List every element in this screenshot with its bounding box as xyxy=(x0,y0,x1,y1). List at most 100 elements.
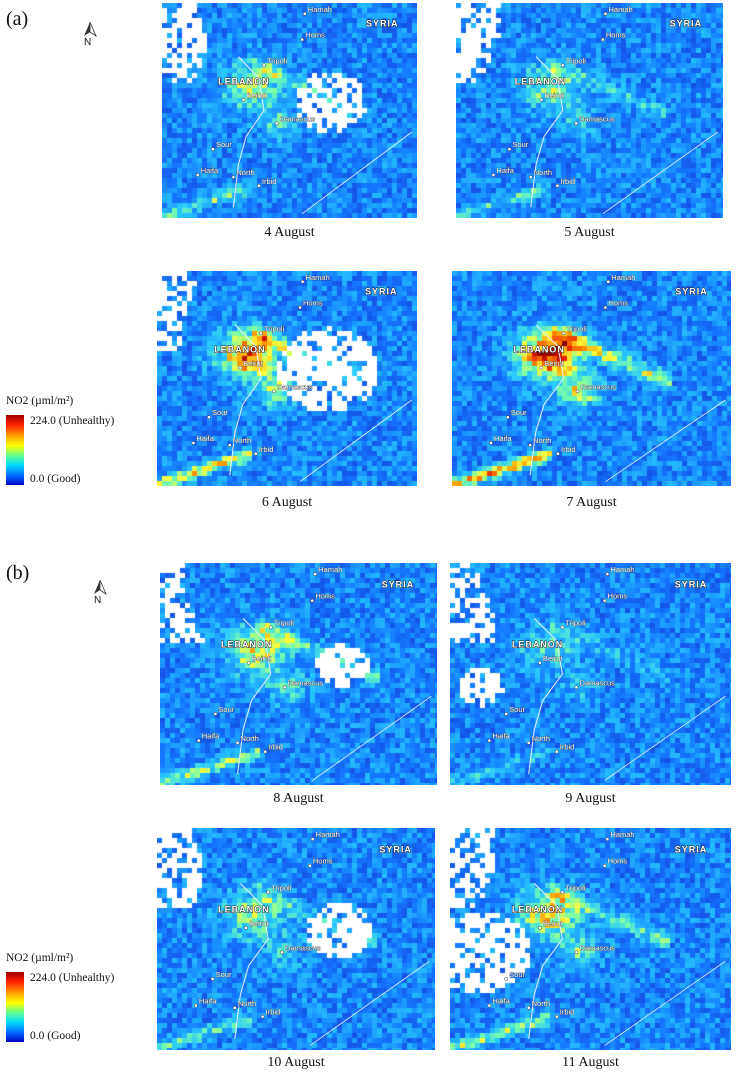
city-label: Sour xyxy=(511,408,527,417)
heatmap-raster xyxy=(160,563,437,785)
city-label: Hamah xyxy=(610,830,634,839)
city-marker xyxy=(605,572,610,576)
heatmap-raster xyxy=(452,271,731,486)
country-label-syria: SYRIA xyxy=(365,287,398,297)
map-caption: 8 August xyxy=(273,791,324,806)
city-marker xyxy=(554,749,559,754)
country-border xyxy=(602,131,718,215)
heatmap-raster xyxy=(162,3,417,218)
city-label: North xyxy=(241,734,259,743)
city-marker xyxy=(310,837,315,841)
city-marker xyxy=(602,598,607,603)
city-label: Haifa xyxy=(196,434,214,443)
no2-map-11-august: SYRIA LEBANON Hamah Homs Tripoli Beirut Damasc… xyxy=(450,828,731,1050)
map-overlay: SYRIA LEBANON Hamah Homs Tripoli Beirut Damasc… xyxy=(487,565,726,781)
north-arrow-icon: N xyxy=(80,22,100,50)
city-label: Hamah xyxy=(308,5,332,14)
city-marker xyxy=(560,625,565,630)
city-label: Tripoli xyxy=(565,883,585,892)
city-marker xyxy=(196,738,201,743)
no2-map-7-august: SYRIA LEBANON Hamah Homs Tripoli Beirut Damasc… xyxy=(452,271,731,486)
city-label: Sour xyxy=(512,140,528,149)
country-label-lebanon: LEBANON xyxy=(515,77,567,87)
city-marker xyxy=(606,279,611,284)
city-label: Damascus xyxy=(579,114,615,123)
map-overlay: SYRIA LEBANON Hamah Homs Tripoli Beirut Damasc… xyxy=(489,272,726,483)
city-label: Beirut xyxy=(543,919,564,928)
heatmap-raster xyxy=(450,828,731,1050)
city-label: Sour xyxy=(216,970,232,979)
city-label: Haifa xyxy=(202,732,220,741)
city-marker xyxy=(526,740,531,745)
city-marker xyxy=(538,926,542,930)
city-marker xyxy=(310,598,315,603)
legend-max-label: 224.0 (Unhealthy) xyxy=(30,415,115,427)
map-overlay: SYRIA LEBANON Hamah Homs Tripoli Beirut Damasc… xyxy=(191,272,413,483)
no2-map-5-august: SYRIA LEBANON Hamah Homs Tripoli Beirut Damasc… xyxy=(456,3,723,218)
panel-a-label: (a) xyxy=(6,8,29,30)
city-marker xyxy=(191,441,196,445)
city-marker xyxy=(238,365,243,370)
map-overlay: SYRIA LEBANON Hamah Homs Tripoli Beirut Damasc… xyxy=(487,830,726,1046)
city-label: Irbid xyxy=(560,1008,575,1017)
no2-map-4-august: SYRIA LEBANON Hamah Homs Tripoli Beirut Damasc… xyxy=(162,3,417,218)
country-label-syria: SYRIA xyxy=(379,844,412,854)
city-marker xyxy=(302,11,307,16)
city-marker xyxy=(282,685,287,690)
city-label: Homs xyxy=(608,857,628,866)
city-label: North xyxy=(236,168,254,177)
city-label: Tripoli xyxy=(565,618,585,627)
city-label: Sour xyxy=(216,140,232,149)
no2-map-6-august: SYRIA LEBANON Hamah Homs Tripoli Beirut Damasc… xyxy=(157,271,417,486)
city-label: Tripoli xyxy=(567,324,587,333)
country-label-lebanon: LEBANON xyxy=(512,639,564,649)
city-label: Irbid xyxy=(268,743,283,752)
map-caption: 5 August xyxy=(564,225,615,240)
city-label: Damascus xyxy=(288,678,324,687)
city-marker xyxy=(538,661,542,665)
city-label: Homs xyxy=(608,592,628,601)
city-label: Homs xyxy=(606,31,626,40)
city-label: Haifa xyxy=(492,997,510,1006)
country-border xyxy=(232,56,265,208)
city-marker xyxy=(274,121,279,126)
city-marker xyxy=(272,389,276,394)
country-label-lebanon: LEBANON xyxy=(218,77,270,87)
heatmap-raster xyxy=(157,828,435,1050)
city-label: Sour xyxy=(509,705,525,714)
city-label: North xyxy=(533,436,551,445)
city-label: Irbid xyxy=(561,445,576,454)
city-marker xyxy=(241,97,246,102)
city-label: Hamah xyxy=(306,273,330,282)
city-label: Irbid xyxy=(560,743,575,752)
city-label: Haifa xyxy=(496,166,514,175)
city-label: Tripoli xyxy=(271,883,291,892)
city-marker xyxy=(560,63,565,68)
legend-max-label: 224.0 (Unhealthy) xyxy=(30,972,115,984)
city-label: Haifa xyxy=(494,434,512,443)
map-caption: 7 August xyxy=(566,495,617,510)
city-label: Tripoli xyxy=(566,56,586,65)
city-label: Damascus xyxy=(285,943,321,952)
country-label-lebanon: LEBANON xyxy=(221,639,273,649)
city-marker xyxy=(507,147,512,152)
city-marker xyxy=(194,1003,198,1008)
country-border xyxy=(605,399,726,483)
city-marker xyxy=(554,1014,559,1019)
city-marker xyxy=(227,443,232,447)
city-label: Hamah xyxy=(609,5,633,14)
country-border xyxy=(528,618,563,774)
country-label-lebanon: LEBANON xyxy=(512,904,564,914)
city-label: North xyxy=(238,999,256,1008)
city-label: Damascus xyxy=(579,678,615,687)
city-marker xyxy=(561,331,566,336)
city-marker xyxy=(605,837,610,841)
city-marker xyxy=(244,926,248,930)
legend-min-label: 0.0 (Good) xyxy=(30,473,81,485)
city-marker xyxy=(266,890,271,895)
north-label: N xyxy=(84,37,92,48)
country-border xyxy=(302,131,413,215)
map-caption: 10 August xyxy=(267,1055,325,1070)
heatmap-raster xyxy=(450,563,731,785)
city-label: Irbid xyxy=(262,177,277,186)
